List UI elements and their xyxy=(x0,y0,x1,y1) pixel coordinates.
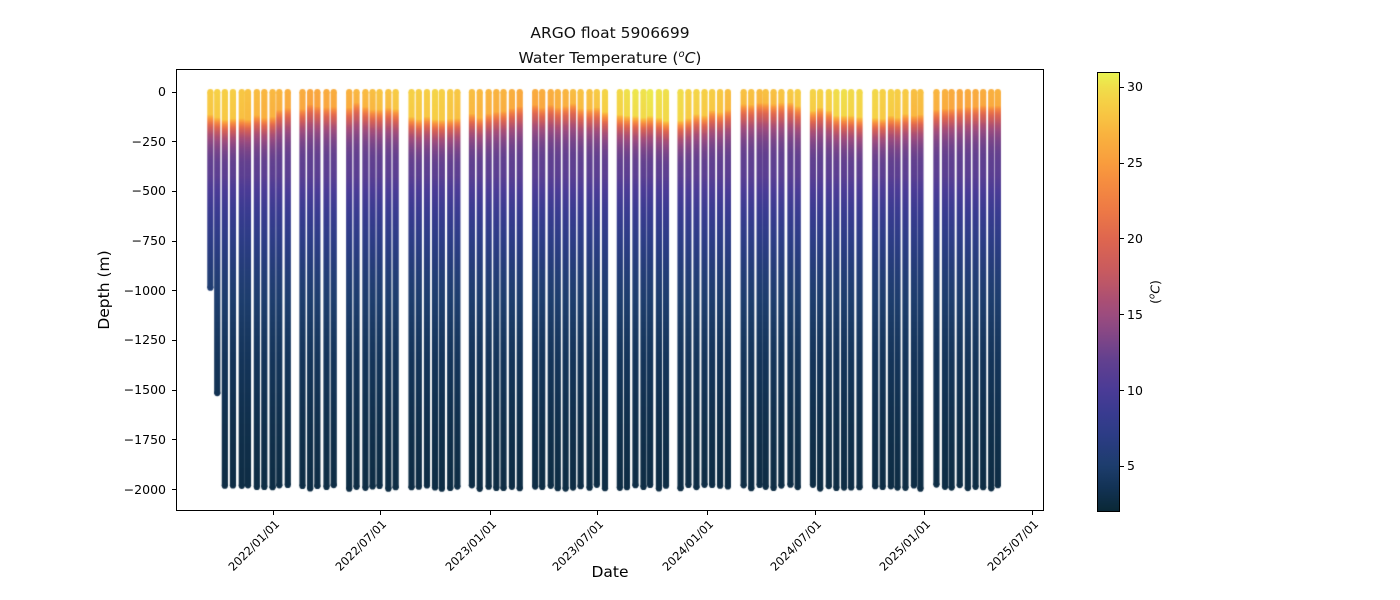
figure-title-line1: ARGO float 5906699 xyxy=(530,24,690,42)
y-tick-mark xyxy=(172,141,176,143)
x-tick-mark xyxy=(706,511,708,515)
colorbar-tick-mark xyxy=(1120,86,1124,88)
y-tick-mark xyxy=(172,240,176,242)
y-tick-label: −1000 xyxy=(123,282,166,298)
y-tick-mark xyxy=(172,339,176,341)
x-tick-mark xyxy=(1031,511,1033,515)
colorbar-tick-label: 15 xyxy=(1127,306,1143,322)
colorbar-tick-label: 25 xyxy=(1127,155,1143,171)
x-tick-mark xyxy=(814,511,816,515)
y-tick-mark xyxy=(172,91,176,93)
y-tick-label: −500 xyxy=(131,183,166,199)
x-tick-mark xyxy=(272,511,274,515)
colorbar xyxy=(1097,72,1120,512)
colorbar-tick-label: 30 xyxy=(1127,79,1143,95)
y-tick-mark xyxy=(172,389,176,391)
y-tick-mark xyxy=(172,439,176,441)
y-tick-label: −1500 xyxy=(123,382,166,398)
y-tick-label: −250 xyxy=(131,133,166,149)
colorbar-tick-mark xyxy=(1120,162,1124,164)
colorbar-tick-label: 5 xyxy=(1127,458,1135,474)
colorbar-tick-mark xyxy=(1120,238,1124,240)
x-tick-mark xyxy=(597,511,599,515)
y-tick-mark xyxy=(172,190,176,192)
y-tick-label: −2000 xyxy=(123,481,166,497)
colorbar-tick-mark xyxy=(1120,390,1124,392)
colorbar-tick-mark xyxy=(1120,314,1124,316)
colorbar-tick-mark xyxy=(1120,465,1124,467)
x-axis-label: Date xyxy=(591,563,629,581)
colorbar-tick-label: 20 xyxy=(1127,230,1143,246)
y-tick-label: −1250 xyxy=(123,332,166,348)
y-tick-label: −1750 xyxy=(123,431,166,447)
y-tick-mark xyxy=(172,489,176,490)
y-tick-label: 0 xyxy=(158,84,166,99)
x-tick-mark xyxy=(380,511,382,515)
x-tick-mark xyxy=(489,511,491,515)
y-tick-mark xyxy=(172,290,176,292)
y-tick-label: −750 xyxy=(131,233,166,249)
figure-title-line2: Water Temperature (oC) xyxy=(518,49,702,68)
figure-title: ARGO float 5906699 Water Temperature (oC… xyxy=(177,22,1043,69)
colorbar-gradient xyxy=(1098,73,1119,511)
colorbar-label: (oC) xyxy=(1147,280,1163,304)
colorbar-tick-label: 10 xyxy=(1127,382,1143,398)
x-tick-mark xyxy=(924,511,926,515)
temperature-profile-heatmap xyxy=(177,70,1043,510)
